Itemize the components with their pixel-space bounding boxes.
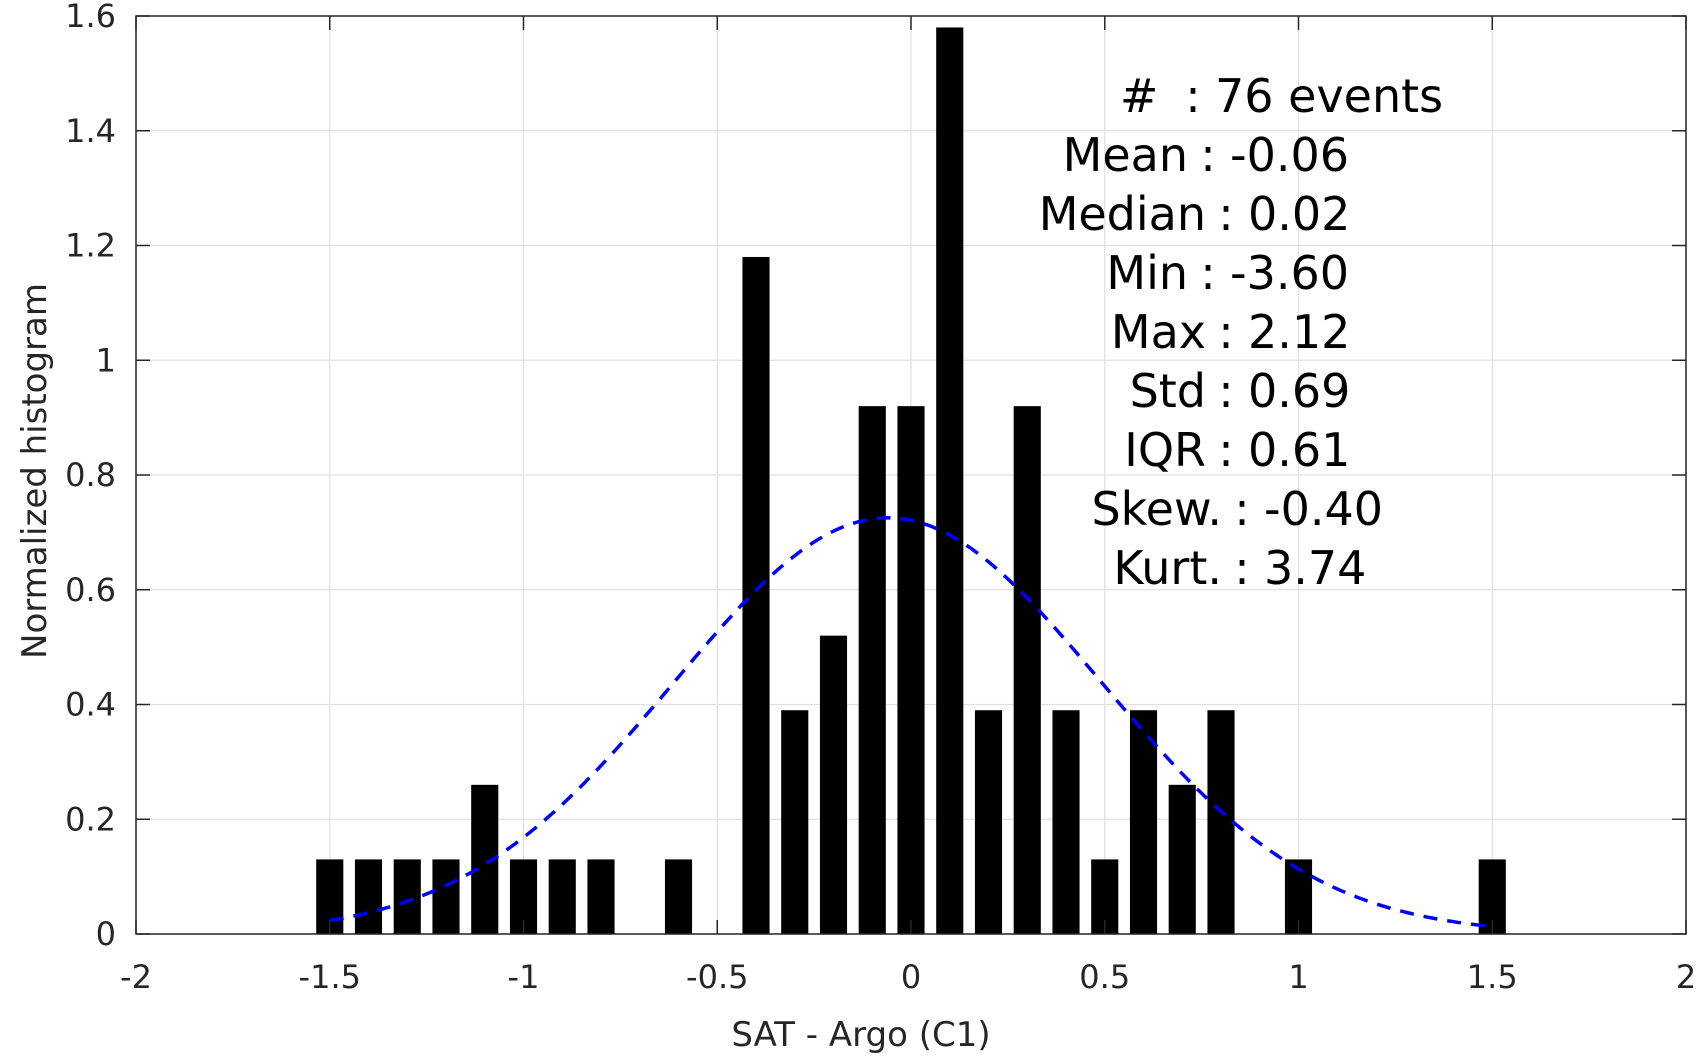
- y-tick-label: 1: [96, 341, 116, 379]
- gaussian-fit-curve: [329, 516, 1493, 929]
- stat-label: Kurt.: [1113, 541, 1222, 595]
- stat-colon: :: [1218, 364, 1234, 418]
- y-tick-label: 0.4: [65, 686, 116, 724]
- x-tick-label: 2: [1676, 958, 1696, 996]
- y-tick-label: 1.4: [65, 112, 116, 150]
- histogram-bar: [1129, 710, 1158, 934]
- stat-colon: :: [1234, 541, 1250, 595]
- histogram-bar: [974, 710, 1003, 934]
- y-tick-label: 0.8: [65, 456, 116, 494]
- x-tick-label: -1: [508, 958, 540, 996]
- y-axis-title: Normalized histogram: [15, 283, 55, 659]
- stat-label: #: [1120, 69, 1173, 123]
- histogram-bar: [1168, 784, 1196, 934]
- stat-label: Std: [1130, 364, 1206, 418]
- histogram-bar: [897, 406, 925, 934]
- histogram-bar: [1013, 406, 1041, 934]
- histogram-bar: [354, 859, 383, 934]
- y-tick-label: 0.2: [65, 800, 116, 838]
- x-tick-label: 1: [1288, 958, 1308, 996]
- histogram-bar: [432, 859, 460, 934]
- x-tick-label: 1.5: [1467, 958, 1518, 996]
- x-axis-title: SAT - Argo (C1): [731, 1015, 990, 1055]
- stat-colon: :: [1185, 69, 1201, 123]
- stat-row: Skew.: -0.40: [1091, 482, 1383, 536]
- stat-value: -3.60: [1230, 246, 1349, 300]
- stat-row: IQR:0.61: [1124, 423, 1350, 477]
- stat-row: Mean: -0.06: [1063, 128, 1349, 182]
- stat-value: 0.61: [1248, 423, 1350, 477]
- y-tick-label: 0: [96, 915, 116, 953]
- stat-label: Skew.: [1091, 482, 1222, 536]
- x-tick-label: -2: [120, 958, 152, 996]
- histogram-bar: [742, 256, 770, 935]
- stat-value: -0.06: [1230, 128, 1349, 182]
- histogram-bar: [781, 710, 809, 934]
- histogram-bar: [587, 859, 615, 934]
- stat-label: Mean: [1063, 128, 1188, 182]
- stat-label: Max: [1111, 305, 1206, 359]
- histogram-bars: [316, 27, 1506, 935]
- x-tick-label: -0.5: [686, 958, 748, 996]
- stat-value: 76 events: [1215, 69, 1443, 123]
- stat-label: IQR: [1124, 423, 1206, 477]
- histogram-bar: [819, 635, 848, 934]
- histogram-bar: [858, 406, 886, 934]
- stat-value: 3.74: [1264, 541, 1366, 595]
- stat-colon: :: [1218, 423, 1234, 477]
- x-tick-label: 0: [901, 958, 921, 996]
- stat-row: Std:0.69: [1130, 364, 1351, 418]
- stat-row: Max:2.12: [1111, 305, 1351, 359]
- stat-row: # :76 events: [1120, 69, 1443, 123]
- x-tick-label: 0.5: [1079, 958, 1130, 996]
- stat-colon: :: [1234, 482, 1250, 536]
- stat-label: Min: [1106, 246, 1188, 300]
- stat-row: Kurt.:3.74: [1113, 541, 1366, 595]
- stat-row: Median:0.02: [1039, 187, 1351, 241]
- histogram-bar: [1207, 710, 1235, 934]
- y-tick-label: 1.2: [65, 227, 116, 265]
- y-tick-label: 1.6: [65, 0, 116, 35]
- tick-labels: -2 -1.5 -1 -0.5 0 0.5 1 1.5 2 0 0.2 0.4 0.6 0.8 1 1.2 1.…: [65, 0, 1696, 996]
- axis-ticks: [135, 15, 1687, 935]
- histogram-bar: [548, 859, 576, 934]
- stat-colon: :: [1218, 187, 1234, 241]
- stat-row: Min: -3.60: [1106, 246, 1349, 300]
- histogram-bar: [393, 859, 421, 934]
- stat-colon: :: [1200, 128, 1216, 182]
- stat-value: -0.40: [1264, 482, 1383, 536]
- stat-colon: :: [1200, 246, 1216, 300]
- histogram-bar: [936, 27, 964, 935]
- stat-value: 2.12: [1248, 305, 1350, 359]
- histogram-bar: [1052, 710, 1080, 934]
- stat-value: 0.02: [1248, 187, 1350, 241]
- y-tick-label: 0.6: [65, 571, 116, 609]
- x-tick-label: -1.5: [299, 958, 361, 996]
- stat-colon: :: [1218, 305, 1234, 359]
- stat-label: Median: [1039, 187, 1206, 241]
- stat-value: 0.69: [1248, 364, 1350, 418]
- fit-curve-layer: [329, 516, 1493, 929]
- histogram-bar: [664, 859, 693, 934]
